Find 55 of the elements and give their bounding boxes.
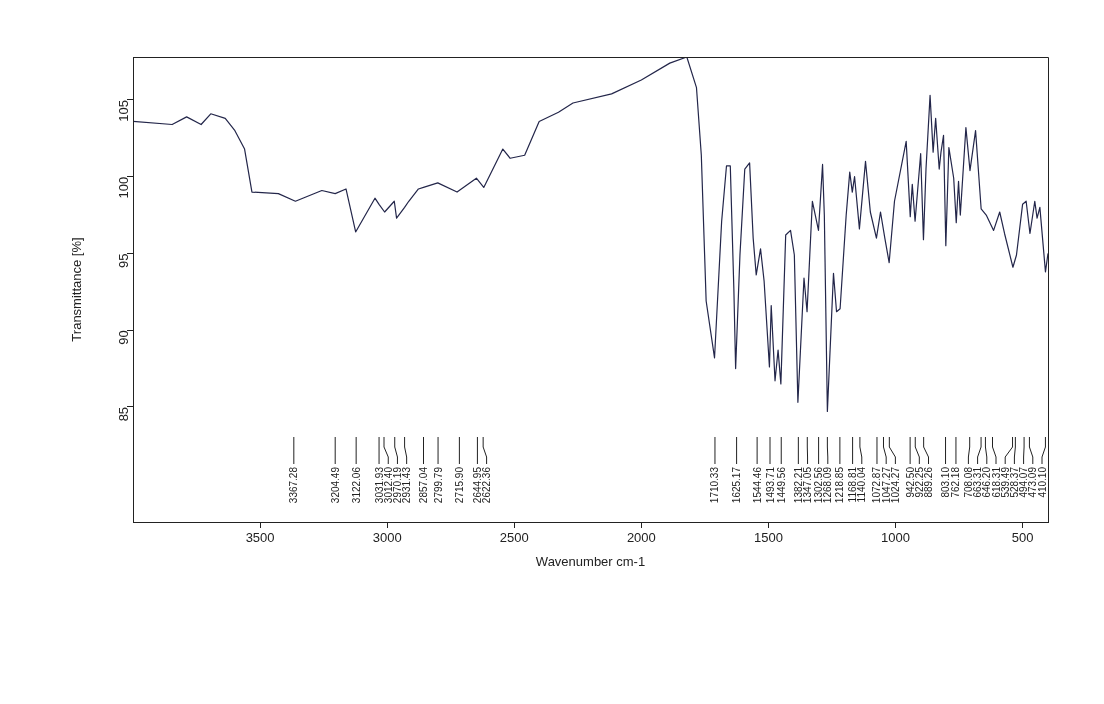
annotation: 618.31 [990,466,1002,498]
annotation: 708.08 [962,466,974,498]
x-tick-label: 3500 [245,530,275,546]
y-tick-label: 100 [115,176,131,199]
annotation: 762.18 [950,466,962,498]
annotation: 803.10 [940,466,952,498]
y-tick-label: 95 [115,253,131,268]
annotation: 2857.04 [418,466,429,504]
annotation: 1218.85 [834,466,846,504]
annotation: 3367.28 [288,466,300,504]
annotation: 2799.79 [432,466,444,504]
x-tick-label: 1000 [881,530,910,546]
annotation: 1072.87 [871,466,883,504]
annotation: 663.31 [972,466,984,498]
annotation: 1493.71 [764,466,776,504]
annotation: 2931.43 [401,466,413,504]
annotation: 473.09 [1027,466,1039,498]
annotation: 2970.19 [391,466,403,504]
annotation: 494.07 [1018,466,1030,498]
annotation: 1449.56 [775,466,787,504]
x-tick-label: 1500 [753,530,783,546]
annotation: 1347.05 [802,466,814,504]
x-tick-label: 2000 [626,530,656,546]
annotation: 922.25 [913,466,925,498]
annotation: 646.20 [981,466,993,498]
annotation: 1302.56 [813,466,825,504]
annotation: 2715.90 [453,466,465,504]
x-axis-title: Wavenumber cm-1 [535,553,646,569]
x-tick-label: 3000 [372,530,402,546]
annotation: 539.49 [999,466,1011,498]
annotation: 2622.36 [481,466,493,504]
annotation: 3122.06 [350,466,362,504]
y-tick-label: 105 [115,99,131,122]
annotation: 1382.21 [792,466,804,504]
annotation: 528.37 [1008,466,1020,498]
annotation: 1047.27 [880,466,892,504]
annotation: 3204.49 [329,466,341,504]
annotation: 1544.46 [751,466,763,504]
annotation: 1625.17 [731,466,743,504]
annotation: 1024.27 [889,466,901,504]
annotation: 1710.33 [709,466,721,504]
annotation: 942.50 [904,466,916,498]
x-tick-label: 2500 [499,530,529,546]
y-tick-label: 90 [115,330,131,345]
x-tick-label: 500 [1011,530,1034,546]
annotation: 1140.04 [856,466,868,503]
annotation: 1268.09 [822,466,834,504]
annotation: 2644.95 [471,466,483,504]
annotation: 1168.81 [847,466,859,503]
annotation: 889.26 [923,466,935,498]
annotation: 3012.40 [382,466,394,504]
annotation: 410.10 [1036,466,1048,498]
y-tick-label: 85 [115,406,131,422]
annotation: 3031.93 [373,466,385,504]
y-axis-title: Transmittance [%] [69,237,85,342]
